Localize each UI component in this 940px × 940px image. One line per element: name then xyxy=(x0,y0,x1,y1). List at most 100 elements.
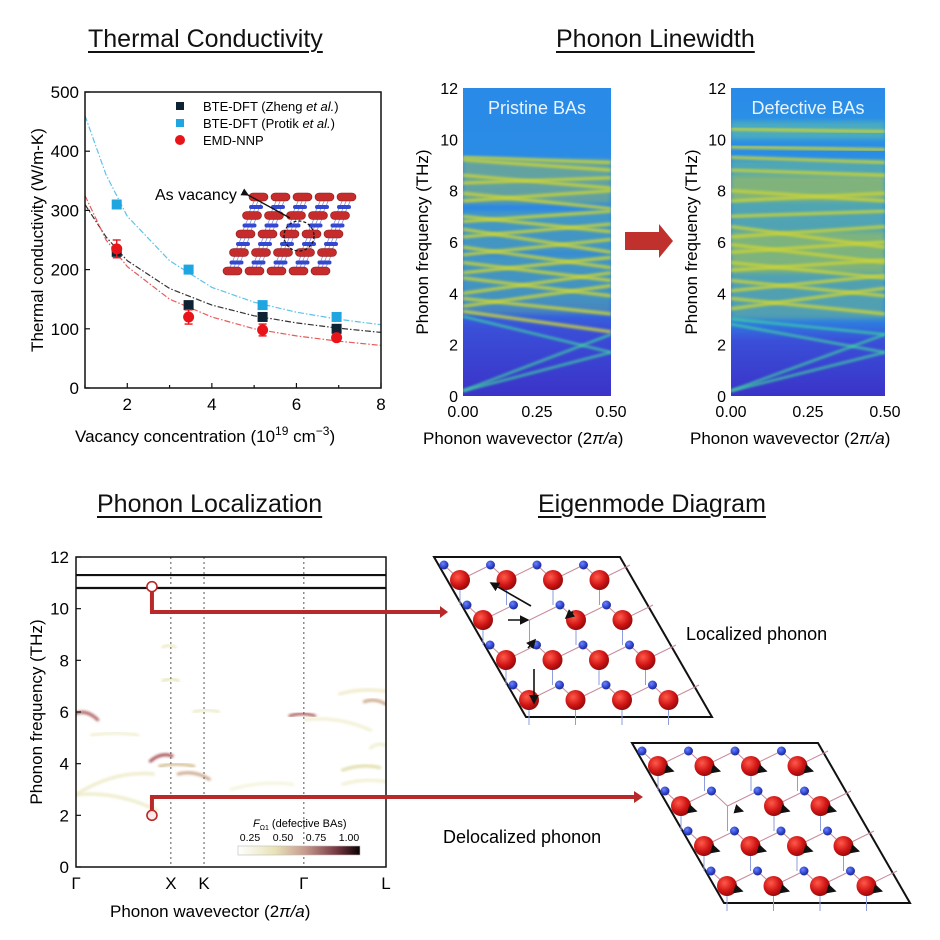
phonon-band xyxy=(731,225,885,239)
phonon-band xyxy=(463,296,611,316)
localized-phonon-label: Localized phonon xyxy=(686,624,827,644)
y-tick-label: 2 xyxy=(60,806,69,825)
y-tick-label: 8 xyxy=(60,651,69,670)
b-atoms xyxy=(302,242,316,246)
y-tick-label: 200 xyxy=(51,261,79,280)
y-tick-label: 6 xyxy=(60,703,69,722)
as-atom xyxy=(565,690,586,710)
title-phonon-localization: Phonon Localization xyxy=(97,490,323,518)
loc-xlabel: Phonon wavevector (2π/a) xyxy=(110,902,310,921)
as-atoms xyxy=(330,211,350,220)
legend-label: EMD-NNP xyxy=(203,133,264,148)
colorbar-tick-label: 0.50 xyxy=(273,832,294,844)
as-atom xyxy=(810,796,831,816)
phonon-localization-chart: Γ X K Γ L 0 2 4 6 8 10 12 Phonon frequency (THz) P… xyxy=(27,548,391,921)
legend-label: BTE-DFT (Zheng et al.) xyxy=(203,99,339,114)
as-atom xyxy=(671,796,691,816)
b-atom xyxy=(625,640,634,650)
as-vacancy-arrow xyxy=(240,188,291,219)
phonon-band xyxy=(463,173,611,190)
phonon-band xyxy=(731,189,885,203)
data-point xyxy=(111,243,123,255)
b-atoms xyxy=(273,260,288,265)
as-atom xyxy=(694,756,715,776)
as-atom xyxy=(810,876,830,896)
phonon-band xyxy=(731,168,885,177)
as-atom xyxy=(543,570,563,590)
b-atom xyxy=(508,680,518,690)
displacement-arrow xyxy=(779,884,791,894)
y-tick-label: 0 xyxy=(60,858,69,877)
b-atom xyxy=(509,600,518,610)
as-atoms xyxy=(235,229,256,239)
b-atoms xyxy=(271,205,285,209)
as-atoms xyxy=(229,248,249,257)
unit-cell-frame xyxy=(630,742,912,904)
y-tick-label: 500 xyxy=(51,83,79,102)
defective-xlabel: Phonon wavevector (2π/a) xyxy=(690,429,890,448)
pristine-ylabel: Phonon frequency (THz) xyxy=(413,149,432,334)
as-atom xyxy=(519,690,539,710)
as-atoms xyxy=(242,211,262,220)
as-atom xyxy=(764,796,784,816)
as-atom xyxy=(496,570,517,590)
tc-xlabel: Vacancy concentration (1019 cm−3) xyxy=(75,424,335,446)
tc-plot-frame xyxy=(84,91,382,389)
b-atoms xyxy=(308,223,323,228)
fit-curve xyxy=(85,115,381,326)
displacement-arrow xyxy=(709,844,721,854)
title-phonon-linewidth: Phonon Linewidth xyxy=(556,25,755,53)
b-atom xyxy=(660,786,670,796)
as-atoms xyxy=(301,229,322,239)
x-tick-label: 0.00 xyxy=(447,404,478,421)
as-atoms xyxy=(336,192,357,202)
as-atoms xyxy=(308,211,328,220)
y-tick-label: 10 xyxy=(440,132,458,149)
displacement-arrow xyxy=(872,884,884,894)
x-tick-label: 8 xyxy=(376,395,385,414)
b-atom xyxy=(706,866,716,876)
as-atoms xyxy=(266,266,287,276)
b-atoms xyxy=(317,260,332,265)
b-atoms xyxy=(280,242,294,246)
as-atom xyxy=(787,756,808,776)
as-atom xyxy=(635,650,656,670)
b-atoms xyxy=(295,260,310,265)
localization-feature xyxy=(362,698,386,706)
displacement-arrow xyxy=(526,638,537,650)
bond xyxy=(727,790,759,807)
y-tick-label: 12 xyxy=(440,81,458,98)
as-atoms xyxy=(279,229,300,239)
as-atom xyxy=(694,836,714,856)
title-thermal-conductivity: Thermal Conductivity xyxy=(88,25,323,53)
b-atom xyxy=(823,826,832,836)
y-tick-label: 4 xyxy=(60,755,69,774)
delocalized-phonon-label: Delocalized phonon xyxy=(443,827,601,847)
x-tick-label: 0.50 xyxy=(869,404,900,421)
phonon-band xyxy=(731,145,885,152)
as-atom xyxy=(496,650,516,670)
as-atom xyxy=(612,690,632,710)
displacement-arrow xyxy=(756,764,768,774)
b-atoms xyxy=(330,223,345,228)
y-tick-label: 8 xyxy=(449,184,458,201)
data-point xyxy=(111,199,122,210)
localization-feature xyxy=(288,712,317,718)
phonon-band xyxy=(463,351,611,392)
x-tick-label: 4 xyxy=(207,395,216,414)
as-atom xyxy=(589,650,609,670)
data-point xyxy=(183,311,195,323)
b-atom xyxy=(601,680,611,690)
x-tick-label: 6 xyxy=(292,395,301,414)
colorbar: FΩ1 (defective BAs) 0.25 0.50 0.75 1.00 xyxy=(237,818,361,856)
x-tick-label: 0.00 xyxy=(715,404,746,421)
x-tick-label: 2 xyxy=(123,395,132,414)
thermal-conductivity-chart: 0 100 200 300 400 500 2 4 6 8 BTE-DFT (Zheng et … xyxy=(28,83,386,446)
b-atom xyxy=(439,560,449,570)
b-atoms xyxy=(251,260,266,265)
b-atom xyxy=(648,680,657,690)
phonon-band xyxy=(731,296,885,316)
y-tick-label: 100 xyxy=(51,320,79,339)
phonon-band xyxy=(731,273,885,293)
unit-cell-frame xyxy=(432,556,714,718)
